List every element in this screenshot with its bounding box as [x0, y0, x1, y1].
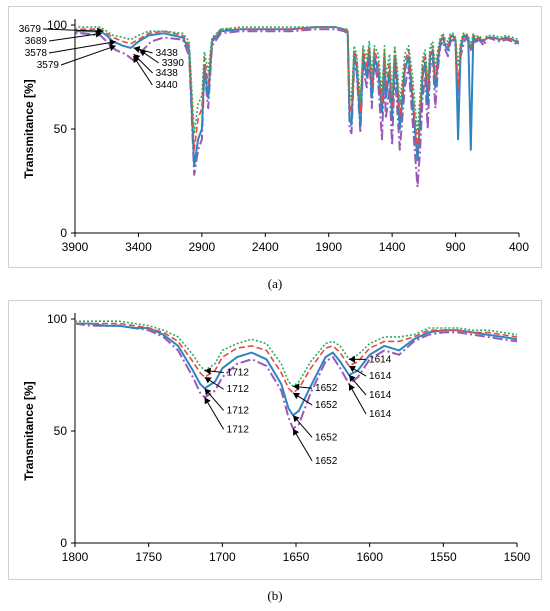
annotation-label: 3390: [162, 58, 185, 69]
annotation-arrowhead: [293, 392, 300, 400]
annotation-arrow: [42, 28, 104, 32]
x-tick-label: 2400: [252, 240, 279, 254]
caption-a: (a): [267, 276, 283, 291]
x-tick-label: 1650: [283, 550, 310, 564]
chart-b-svg: 0 50 100 1800 1750 1700 1650 1600 1550 1500 Transm…: [22, 312, 531, 564]
annotation-arrow: [292, 428, 313, 462]
annotation-arrow: [60, 45, 116, 66]
x-tick-label: 1750: [135, 550, 162, 564]
annotation-label: 1712: [227, 405, 250, 416]
x-tick-label: 3900: [62, 240, 89, 254]
annotation-label: 1614: [369, 371, 392, 382]
series-line-1: [75, 28, 519, 189]
chart-panel-a: 0 50 100 3900 3400 2900 2400 1900 1400 900 400 Tran…: [8, 6, 542, 268]
series-line-2: [75, 322, 517, 417]
annotation-label: 3440: [155, 80, 178, 91]
annotation-arrowhead: [204, 377, 212, 384]
annotation-label: 1614: [369, 390, 392, 401]
x-tick-label: 400: [509, 240, 529, 254]
annotation-arrowhead: [348, 383, 356, 391]
annotation-arrowhead: [293, 383, 300, 391]
x-tick-label: 1700: [209, 550, 236, 564]
chart-a-svg: 0 50 100 3900 3400 2900 2400 1900 1400 900 400 Tran…: [19, 18, 530, 254]
x-tick-label: 900: [446, 240, 466, 254]
x-tick-label: 1800: [62, 550, 89, 564]
annotation-arrowhead: [133, 56, 140, 64]
annotation-arrowhead: [108, 44, 116, 52]
y-tick-label: 50: [54, 122, 68, 136]
annotation-arrowhead: [293, 415, 300, 423]
annotation-arrowhead: [133, 46, 141, 53]
annotation-arrowhead: [204, 397, 211, 405]
annotation-arrowhead: [349, 355, 356, 363]
annotation-label: 3438: [156, 48, 179, 59]
y-axis-title: Transmitance [%]: [22, 381, 36, 480]
annotation-label: 1712: [227, 368, 250, 379]
series-line-4: [75, 26, 519, 134]
annotation-label: 1652: [315, 383, 338, 394]
x-tick-label: 1400: [379, 240, 406, 254]
chart-panel-b: 0 50 100 1800 1750 1700 1650 1600 1550 1500 Transm…: [8, 300, 542, 580]
annotation-arrowhead: [139, 49, 147, 57]
annotation-label: 1614: [369, 354, 392, 365]
x-tick-label: 1550: [430, 550, 457, 564]
annotation-arrow: [48, 41, 116, 54]
x-tick-label: 2900: [189, 240, 216, 254]
series-line-3: [75, 322, 517, 394]
annotation-label: 1712: [227, 384, 250, 395]
annotation-arrowhead: [204, 388, 212, 396]
y-tick-label: 100: [47, 312, 67, 326]
annotation-label: 3438: [156, 68, 179, 79]
annotation-arrowhead: [204, 367, 211, 375]
annotation-arrowhead: [349, 375, 356, 382]
x-tick-label: 3400: [125, 240, 152, 254]
annotation-label: 1652: [315, 400, 338, 411]
annotation-label: 3578: [25, 48, 48, 59]
annotation-arrowhead: [293, 428, 300, 436]
annotation-label: 3679: [19, 24, 42, 35]
x-tick-label: 1500: [504, 550, 531, 564]
annotation-arrowhead: [349, 366, 356, 373]
annotation-label: 3579: [37, 60, 60, 71]
annotation-label: 1652: [315, 456, 338, 467]
x-tick-label: 1900: [315, 240, 342, 254]
y-tick-label: 50: [54, 424, 68, 438]
y-axis-title: Transmitance [%]: [22, 79, 36, 178]
series-line-2: [75, 26, 519, 168]
y-tick-label: 100: [47, 18, 67, 32]
caption-b: (b): [267, 588, 283, 603]
annotation-label: 1652: [315, 432, 338, 443]
y-tick-label: 0: [60, 226, 67, 240]
annotation-label: 1712: [227, 424, 250, 435]
x-tick-label: 1600: [356, 550, 383, 564]
annotation-arrowhead: [109, 39, 116, 47]
annotation-arrowhead: [95, 30, 102, 38]
annotation-arrow: [204, 397, 225, 430]
y-tick-label: 0: [60, 536, 67, 550]
annotation-label: 1614: [369, 409, 392, 420]
annotation-label: 3689: [25, 36, 48, 47]
annotation-arrow: [48, 32, 102, 42]
